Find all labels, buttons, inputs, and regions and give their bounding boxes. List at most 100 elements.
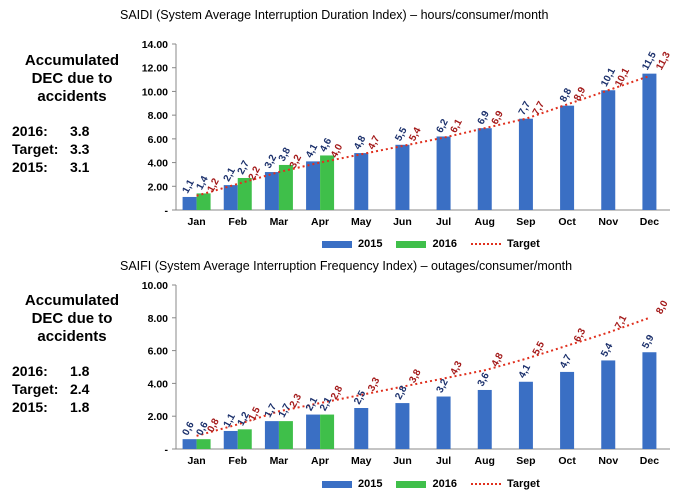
saidi-label-target: 4,7: [366, 134, 382, 152]
saifi-bar-2016: [320, 414, 335, 449]
saifi-bar-2016: [278, 421, 293, 449]
saidi-label-2015: 1,1: [181, 178, 197, 196]
saifi-x-tick-label: Aug: [475, 455, 495, 467]
saifi-bar-2015: [560, 371, 575, 449]
saidi-bar-2015: [264, 172, 279, 210]
saifi-side-heading: Accumulated DEC due to accidents: [12, 292, 132, 346]
saifi-bar-2015: [477, 389, 492, 449]
saidi-y-tick-label: 8.00: [148, 110, 169, 122]
legend-item-target: Target: [470, 238, 540, 250]
saidi-label-2016: 3,8: [277, 146, 293, 164]
saifi-label-target: 5,5: [531, 339, 547, 357]
saidi-y-tick-label: -: [165, 205, 169, 217]
saifi-x-tick-label: Dec: [640, 455, 659, 467]
saifi-label-target: 4,8: [490, 351, 506, 369]
saifi-y-tick-label: -: [165, 444, 169, 456]
saidi-x-tick-label: Dec: [640, 216, 659, 228]
saidi-bar-2015: [518, 118, 533, 210]
saifi-legend: 2015 2016 Target: [322, 478, 554, 490]
saidi-bar-2016: [237, 177, 252, 210]
saidi-x-tick-label: Mar: [270, 216, 289, 228]
saidi-x-tick-label: Feb: [228, 216, 247, 228]
saifi-x-tick-label: Nov: [598, 455, 618, 467]
side-row-value: 3.8: [70, 123, 90, 139]
saifi-bar-2015: [182, 439, 197, 449]
saidi-label-target: 11,3: [654, 50, 673, 72]
saidi-label-2015: 11,5: [640, 50, 659, 72]
side-row-label: Target:: [12, 381, 59, 397]
saifi-bar-2016: [196, 439, 211, 449]
saidi-label-2015: 2,1: [222, 166, 238, 184]
saifi-side-row-target: Target: 2.4: [12, 380, 132, 398]
saidi-x-tick-label: Jun: [393, 216, 412, 228]
saifi-label-2015: 1,7: [263, 402, 279, 420]
saidi-label-target: 2,2: [247, 164, 263, 182]
saidi-bar-2015: [306, 161, 321, 210]
saidi-bar-2015: [642, 73, 657, 211]
saifi-bar-2015: [306, 414, 321, 449]
saifi-x-tick-label: Mar: [270, 455, 289, 467]
saidi-side-row-2016: 2016: 3.8: [12, 122, 132, 140]
saidi-label-2015: 6,2: [435, 117, 451, 135]
side-row-value: 1.8: [70, 363, 90, 379]
saifi-bar-2015: [395, 403, 410, 449]
side-row-label: 2016:: [12, 363, 48, 379]
saidi-label-2016: 1,4: [195, 174, 211, 192]
saifi-bar-2015: [518, 381, 533, 449]
saidi-x-tick-label: Jul: [436, 216, 451, 228]
side-row-value: 2.4: [70, 381, 90, 397]
saifi-bar-2015: [264, 421, 279, 449]
legend-label: 2015: [358, 478, 383, 490]
saifi-label-2015: 1,1: [222, 412, 238, 430]
saidi-label-2015: 3,2: [263, 153, 279, 171]
saidi-y-tick-label: 6.00: [148, 134, 169, 146]
saidi-bar-2015: [560, 105, 575, 210]
saifi-bar-2015: [642, 352, 657, 449]
saifi-x-tick-label: Jun: [393, 455, 412, 467]
saifi-label-target: 0,8: [206, 416, 222, 434]
saidi-bar-2015: [182, 196, 197, 210]
saidi-target-line: [196, 75, 650, 197]
saifi-x-tick-label: Sep: [516, 455, 535, 467]
saifi-label-target: 8,0: [654, 298, 670, 316]
saifi-label-2015: 3,2: [435, 377, 451, 395]
saidi-label-target: 6,1: [449, 117, 465, 135]
saifi-y-tick-label: 4.00: [148, 378, 169, 390]
saidi-label-target: 1,2: [206, 176, 222, 194]
saifi-side-heading-line: DEC due to: [31, 310, 113, 327]
saifi-label-2015: 2,1: [304, 395, 320, 413]
saidi-bar-2015: [601, 90, 616, 210]
saidi-bar-2015: [354, 153, 369, 210]
saifi-label-2015: 2,8: [393, 384, 409, 402]
legend-item-target: Target: [470, 478, 540, 490]
saifi-title: SAIFI (System Average Interruption Frequ…: [120, 259, 573, 273]
saidi-legend: 2015 2016 Target: [322, 238, 554, 250]
saifi-side-row-2015: 2015: 1.8: [12, 398, 132, 416]
saidi-bar-2016: [320, 155, 335, 210]
saidi-bar-2015: [477, 128, 492, 210]
saidi-side-heading-line: DEC due to: [31, 70, 113, 87]
saifi-bar-2015: [436, 396, 451, 449]
saidi-label-2015: 5,5: [393, 125, 409, 143]
saidi-bar-2016: [278, 164, 293, 210]
side-row-value: 1.8: [70, 399, 90, 415]
saidi-bar-2016: [196, 193, 211, 210]
saidi-label-2015: 8,8: [558, 86, 574, 104]
saifi-bar-2015: [601, 360, 616, 449]
legend-label: 2016: [432, 238, 457, 250]
saidi-y-tick-label: 2.00: [148, 181, 169, 193]
saidi-x-tick-label: Oct: [558, 216, 576, 228]
saidi-bar-2015: [223, 185, 238, 210]
saifi-label-2016: 1,2: [236, 410, 252, 428]
saidi-label-2016: 4,6: [318, 136, 334, 154]
saifi-y-tick-label: 8.00: [148, 313, 169, 325]
saidi-y-tick-label: 14.00: [142, 39, 168, 51]
legend-swatch-2015: [322, 240, 352, 248]
legend-item-2015: 2015: [322, 238, 382, 250]
saifi-side-row-2016: 2016: 1.8: [12, 362, 132, 380]
saidi-side-row-2015: 2015: 3.1: [12, 158, 132, 176]
saidi-bar-2015: [436, 136, 451, 210]
saidi-x-tick-label: Sep: [516, 216, 535, 228]
saidi-label-target: 4,0: [329, 142, 345, 160]
saifi-label-target: 6,3: [572, 326, 588, 344]
